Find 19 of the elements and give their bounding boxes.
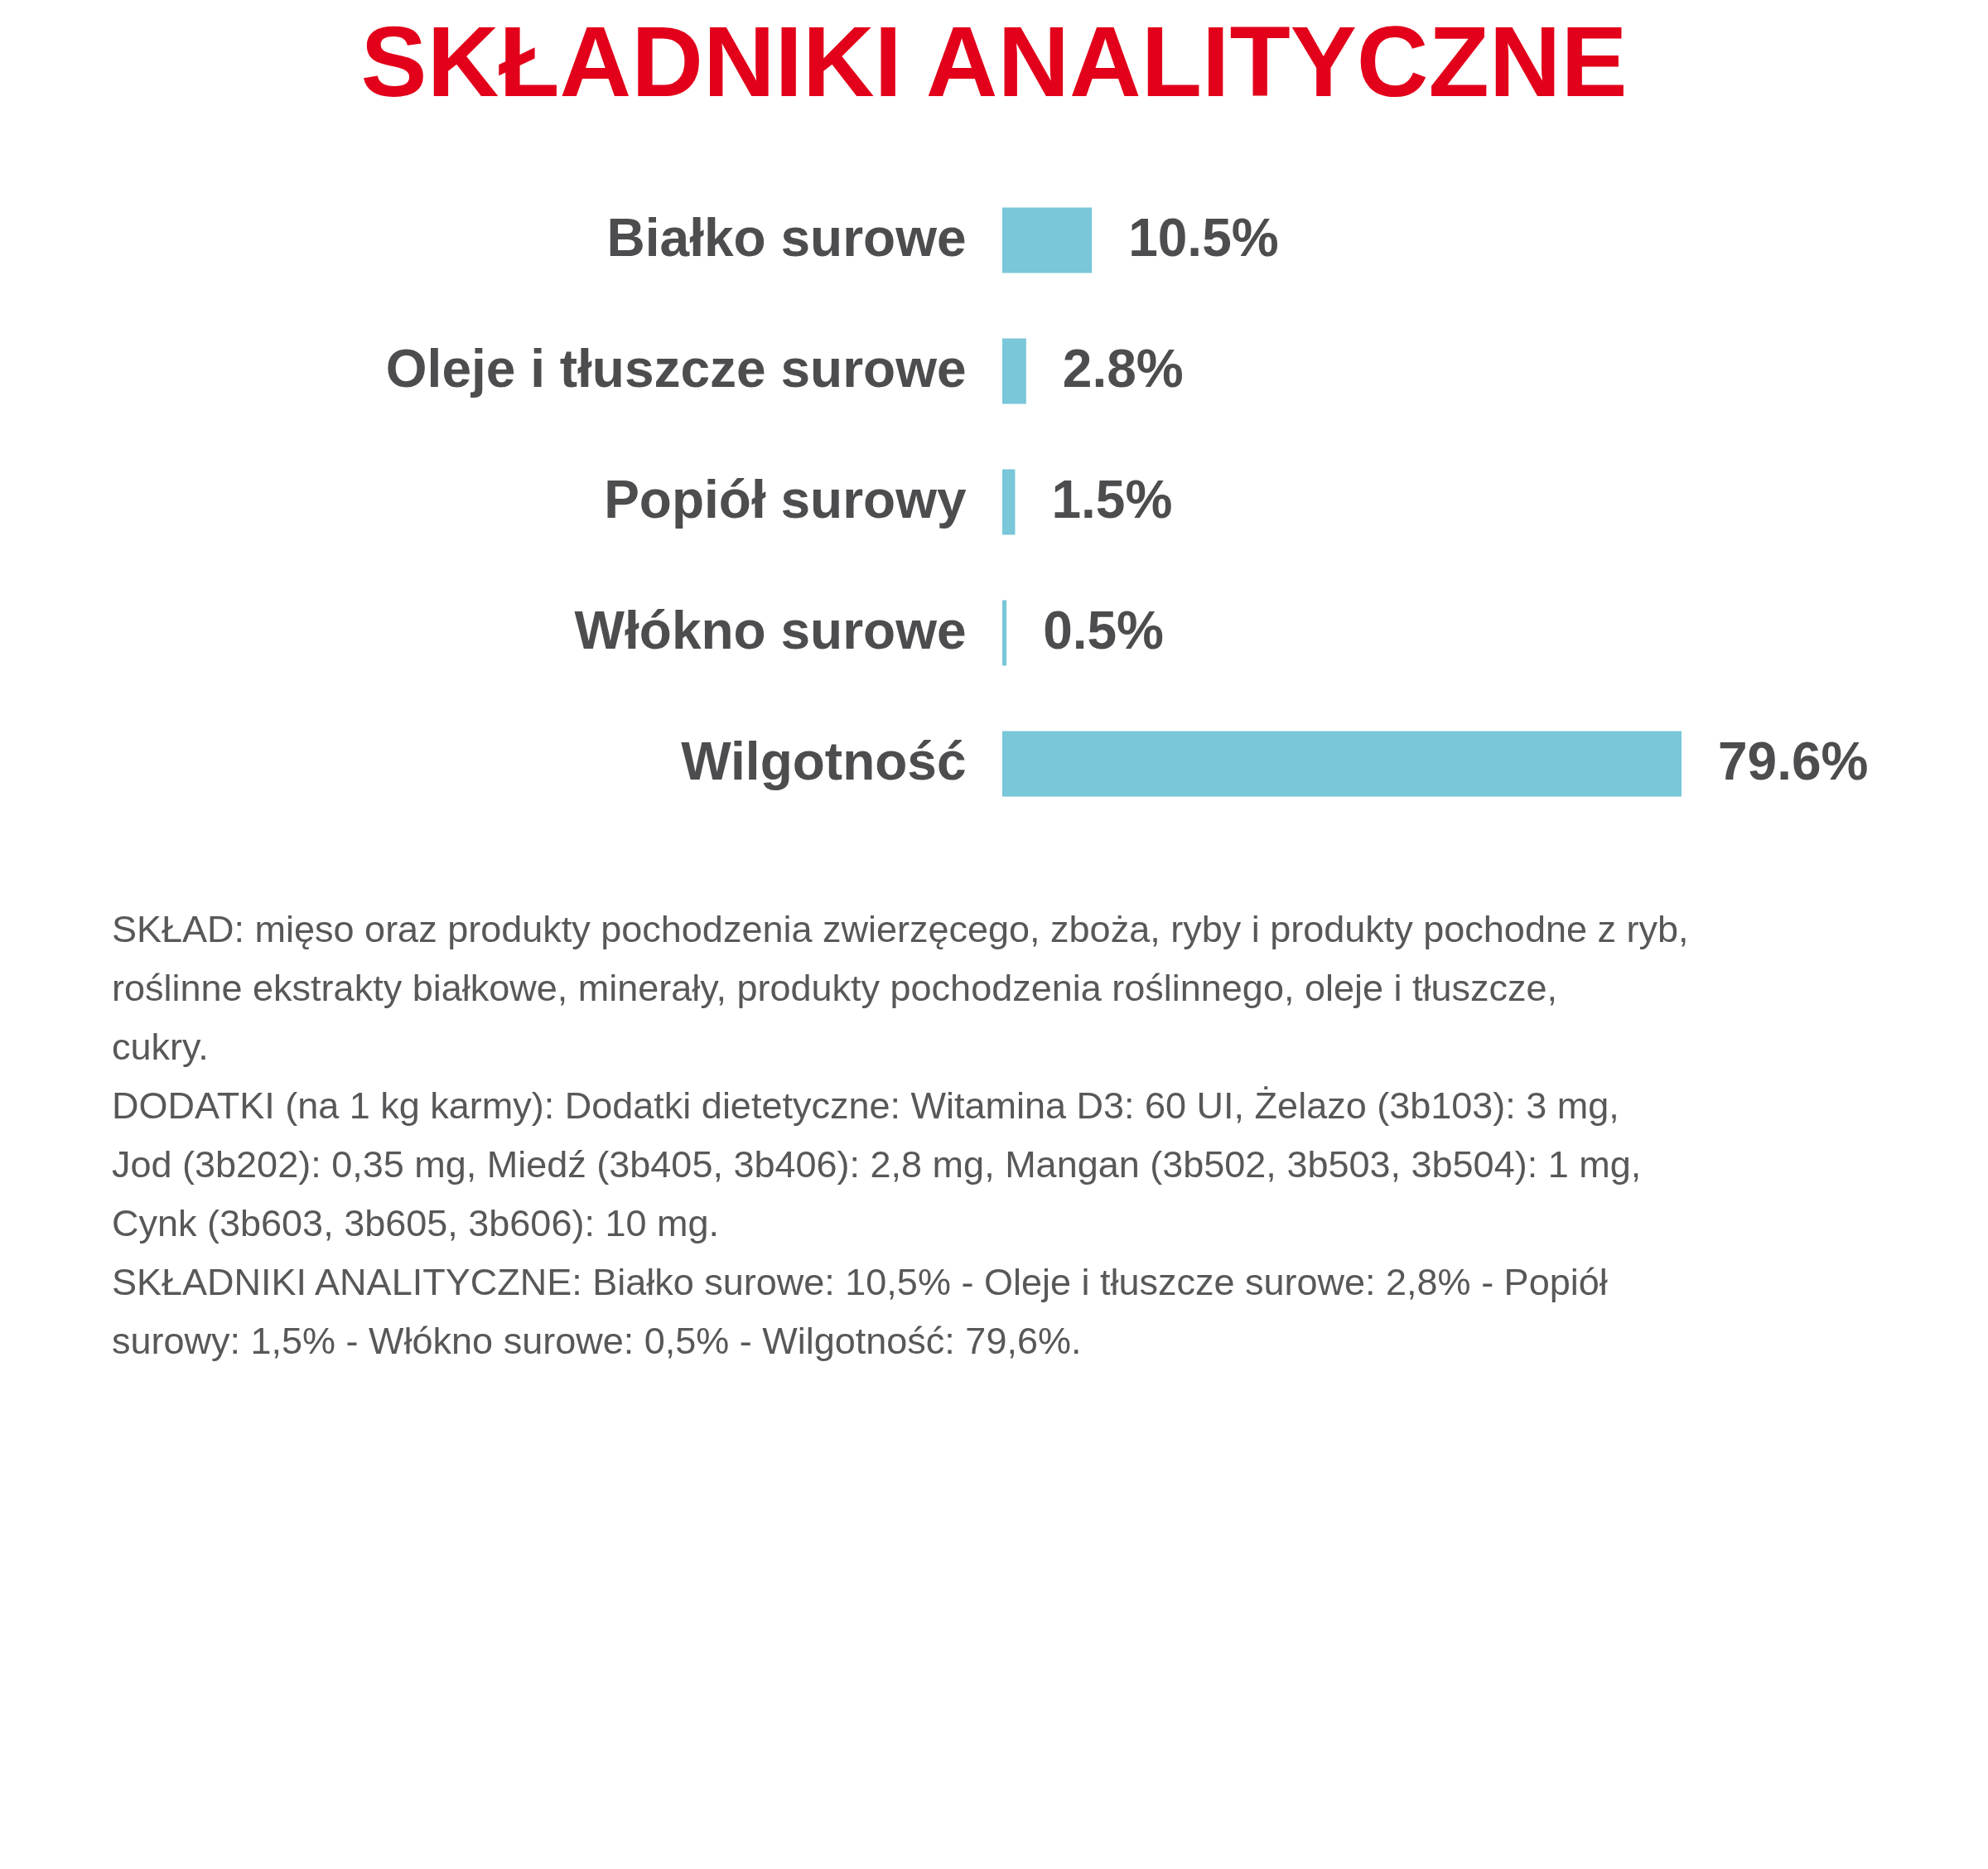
y-tick-label: Białko surowe xyxy=(606,208,967,268)
bar xyxy=(1002,207,1093,273)
data-label: 2.8% xyxy=(1062,339,1184,398)
y-tick-label: Włókno surowe xyxy=(574,601,967,660)
bar xyxy=(1002,469,1016,535)
y-tick-label: Popiół surowy xyxy=(604,470,967,529)
text: SKŁADNIKI ANALITYCZNE: Białko surowe: 10,5% - Oleje i tłuszcze surowe: 2,8% - Popiół surowy: 1,5% - Włókno surowe: 0,5% - Wilgotność: 79,6%. xyxy=(112,1261,1608,1362)
data-label: 10.5% xyxy=(1128,208,1279,268)
y-tick-label: Oleje i tłuszcze surowe xyxy=(385,339,967,398)
bar xyxy=(1002,600,1007,666)
data-label: 79.6% xyxy=(1718,732,1869,791)
chart-title: SKŁADNIKI ANALITYCZNE xyxy=(360,6,1628,117)
text: SKŁAD: mięso oraz produkty pochodzenia zwierzęcego, zboża, ryby i produkty pochodne z ryb, roślinne ekstrakty białkowe, minerały, produkty pochodzenia roślinnego, oleje i tłuszcze, cukry. xyxy=(112,908,1689,1068)
data-label: 0.5% xyxy=(1043,601,1165,660)
bar xyxy=(1002,338,1026,404)
y-tick-label: Wilgotność xyxy=(681,732,967,791)
data-label: 1.5% xyxy=(1051,470,1173,529)
bar xyxy=(1002,731,1682,797)
text: DODATKI (na 1 kg karmy): Dodatki dietetyczne: Witamina D3: 60 UI, Żelazo (3b103): 3 mg, Jod (3b202): 0,35 mg, Miedź (3b405, 3b406): 2,8 mg, Mangan (3b502, 3b503, 3b504): 1 mg, Cynk (3b603, 3b605, 3b606): 10 mg. xyxy=(112,1084,1642,1244)
